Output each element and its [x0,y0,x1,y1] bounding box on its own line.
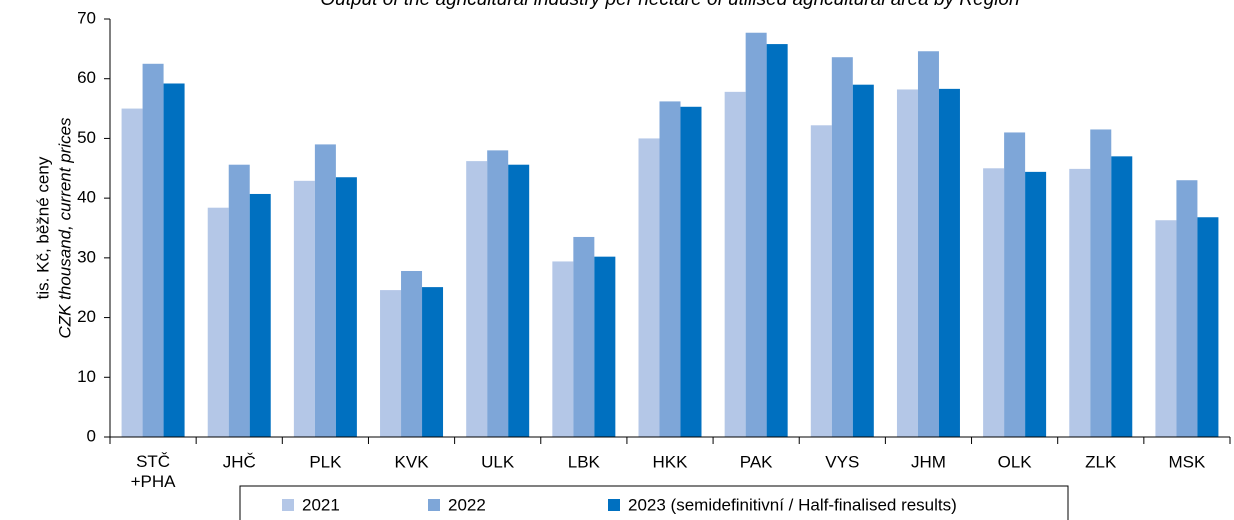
bar [1004,132,1026,437]
bar [745,32,767,438]
x-tick-label: PAK [740,452,773,471]
bar [659,101,681,438]
bar [810,125,832,437]
bar [1069,168,1091,437]
bar [1197,217,1219,437]
x-tick-label: JHČ [223,452,256,471]
x-tick-label: PLK [309,452,342,471]
bar [852,84,874,437]
bar [487,150,509,437]
bar [680,106,702,437]
bar [983,168,1005,438]
y-tick-label: 40 [77,188,96,207]
bar [314,144,336,437]
y-tick-label: 70 [77,8,96,27]
x-tick-label: JHM [911,452,946,471]
y-tick-label: 50 [77,128,96,147]
bar [917,51,939,437]
bar [573,236,595,437]
bar [121,108,143,438]
legend-swatch [608,499,620,511]
bar [724,91,746,437]
y-tick-label: 60 [77,68,96,87]
x-tick-label: KVK [395,452,430,471]
y-tick-label: 0 [87,426,96,445]
bar [552,261,574,437]
y-axis-label: CZK thousand, current prices [55,117,74,339]
bar [1111,156,1133,438]
legend-swatch [282,499,294,511]
legend-box [239,485,1069,520]
bar [422,287,444,437]
x-tick-label: VYS [825,452,859,471]
bar [1155,220,1177,437]
bar [766,44,788,437]
legend-swatch [428,499,440,511]
bar [1025,171,1047,437]
legend-label: 2022 [448,495,486,514]
bar [1090,129,1112,437]
y-tick-label: 20 [77,307,96,326]
bar [249,193,271,437]
x-tick-label: STČ +PHA [131,452,177,491]
bar [142,63,164,438]
bar [380,290,402,437]
bar [335,177,357,437]
bar [896,89,918,437]
bar [594,256,616,437]
bar [401,270,423,437]
bar [831,57,853,438]
y-axis-label: tis. Kč, běžné ceny [33,156,52,299]
x-tick-label: ULK [481,452,515,471]
x-tick-label: LBK [568,452,601,471]
x-tick-label: ZLK [1085,452,1117,471]
bar [163,83,185,438]
y-tick-label: 10 [77,367,96,386]
bar [1176,180,1198,437]
chart-title: Output of the agricultural industry per … [320,0,1019,10]
bar [508,164,530,437]
x-tick-label: OLK [998,452,1033,471]
bar [466,161,488,437]
y-tick-label: 30 [77,247,96,266]
x-tick-label: HKK [653,452,689,471]
x-tick-label: MSK [1169,452,1207,471]
legend-label: 2021 [302,495,340,514]
bar [638,138,660,437]
bar [293,180,315,437]
legend-label: 2023 (semidefinitivní / Half-finalised r… [628,495,957,514]
bar [938,88,960,437]
bar [228,164,250,437]
bar [207,207,229,437]
